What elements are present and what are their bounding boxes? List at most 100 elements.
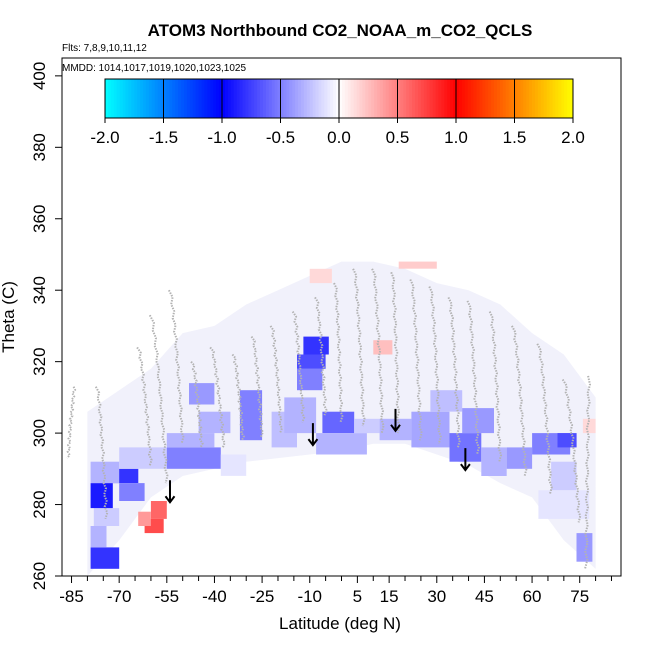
heatmap-cell [354,418,380,434]
colorbar-swatch [426,79,431,118]
colorbar-swatch [567,79,571,118]
colorbar-swatch [169,79,173,118]
colorbar-swatch [347,79,352,118]
chart-title: ATOM3 Northbound CO2_NOAA_m_CO2_QCLS [148,21,533,40]
flights-label: Flts: 7,8,9,10,11,12 [62,43,147,54]
colorbar-swatch [382,79,387,118]
colorbar-swatch [458,79,463,118]
heatmap-cell [297,354,326,369]
colorbar-swatch [181,79,185,118]
heatmap-cell [398,261,437,269]
colorbar-swatch [523,79,527,118]
colorbar-swatch [529,79,533,118]
colorbar-swatch [207,79,211,118]
colorbar-swatch [368,79,372,118]
flight-profile-line [231,353,245,441]
colorbar-swatch [183,79,188,118]
heatmap-cell [284,397,317,434]
colorbar-swatch [379,79,384,118]
colorbar-swatch [362,79,366,118]
colorbar-swatch [409,79,413,118]
colorbar-swatch [494,79,498,118]
colorbar-swatch [172,79,176,118]
flight-profile-line [66,386,77,459]
x-tick-label: 15 [380,587,399,606]
colorbar-swatch [570,79,574,118]
heatmap-cell [90,547,120,569]
heatmap-cell [557,433,577,448]
colorbar-swatch [339,79,343,118]
colorbar-swatch [482,79,486,118]
flight-profile-line [269,325,284,434]
colorbar-swatch [415,79,419,118]
colorbar-swatch [417,79,422,118]
colorbar-swatch [520,79,524,118]
colorbar-swatch [148,79,153,118]
colorbar-swatch [511,79,515,118]
colorbar-swatch [257,79,261,118]
colorbar-swatch [239,79,243,118]
flight-profiles [66,268,592,570]
colorbar-swatch [412,79,416,118]
colorbar-swatch [315,79,319,118]
colorbar-swatch [435,79,439,118]
x-tick-label: -55 [155,587,180,606]
colorbar-swatch [178,79,182,118]
colorbar-swatch [131,79,135,118]
heatmap-cell [90,483,113,509]
colorbar-swatch [128,79,132,118]
colorbar-swatch [423,79,428,118]
heatmap-cell [220,454,247,476]
colorbar-swatch [303,79,308,118]
colorbar-swatch [312,79,316,118]
colorbar-swatch [441,79,445,118]
colorbar-swatch [534,79,539,118]
heatmap-cell [373,340,393,355]
colorbar-tick-label: 0.5 [386,128,410,147]
colorbar-swatch [227,79,232,118]
flight-profile-line [250,336,265,438]
colorbar-swatch [327,79,331,118]
colorbar-swatch [198,79,202,118]
heatmap-cell [297,368,323,391]
colorbar-swatch [540,79,545,118]
flight-profile-line [94,386,109,520]
colorbar-swatch [286,79,290,118]
colorbar-swatch [476,79,480,118]
colorbar-swatch [186,79,191,118]
y-tick-label: 300 [30,419,49,447]
colorbar-swatch [496,79,501,118]
down-arrow [307,423,319,447]
y-tick-label: 400 [30,62,49,90]
colorbar-swatch [280,79,284,118]
colorbar-swatch [397,79,401,118]
colorbar-swatch [262,79,267,118]
colorbar-swatch [485,79,489,118]
colorbar-swatch [561,79,565,118]
colorbar-swatch [306,79,311,118]
colorbar-swatch [365,79,369,118]
heatmap-cell [462,408,494,434]
y-axis-label: Theta (C) [0,281,18,353]
colorbar-swatch [163,79,167,118]
heatmap-cell [506,447,533,469]
colorbar-swatch [371,79,375,118]
x-tick-label: 5 [353,587,362,606]
colorbar-swatch [461,79,466,118]
colorbar-swatch [248,79,252,118]
colorbar-swatch [140,79,144,118]
colorbar-swatch [271,79,276,118]
colorbar-swatch [438,79,442,118]
y-axis: 260 280 300 320 340 360 380 400 [30,62,62,590]
colorbar-swatch [122,79,126,118]
colorbar-swatch [564,79,568,118]
colorbar-swatch [394,79,398,118]
colorbar-swatch [277,79,281,118]
colorbar-swatch [514,79,518,118]
colorbar-tick-label: -1.0 [207,128,236,147]
heatmap-cell [576,533,593,562]
colorbar-swatch [391,79,395,118]
colorbar-swatch [353,79,357,118]
heatmap-cell [119,483,145,501]
colorbar-swatch [532,79,536,118]
